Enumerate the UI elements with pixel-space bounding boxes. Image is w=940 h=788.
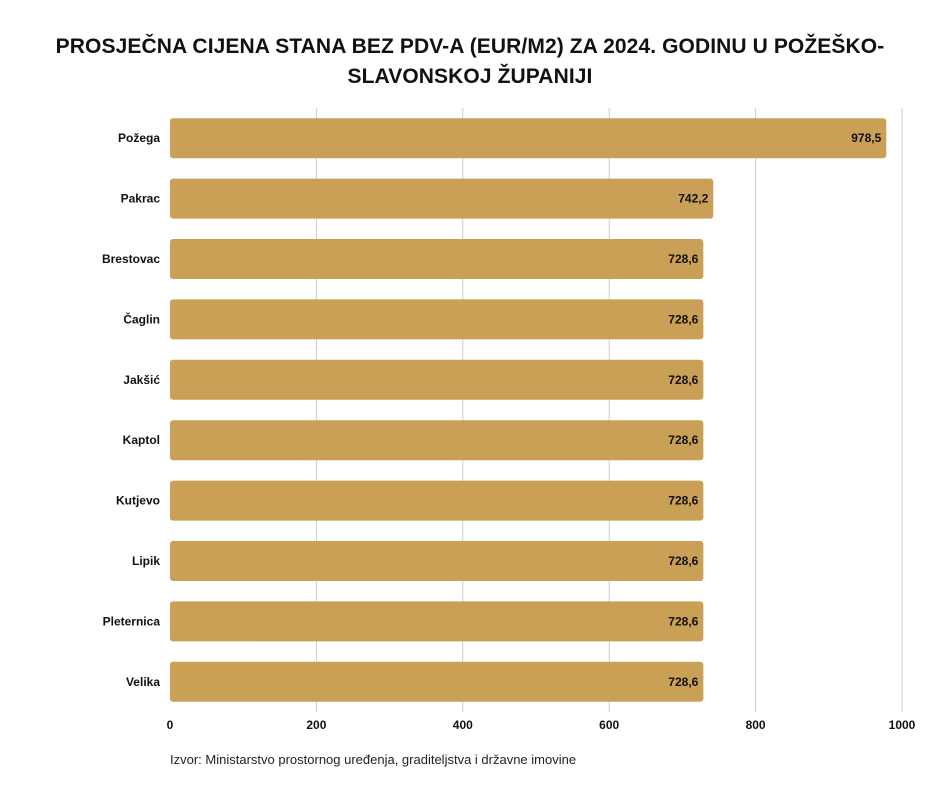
bar-9 <box>170 661 704 702</box>
bar-1 <box>170 178 714 219</box>
category-label: Jakšić <box>123 373 160 387</box>
x-tick-label: 800 <box>746 718 766 732</box>
bars <box>170 118 887 702</box>
bar-2 <box>170 239 704 279</box>
data-label: 728,6 <box>668 252 698 266</box>
category-label: Pleternica <box>103 614 161 628</box>
labels: 0 200 400 600 800 1000 Požega 978,5 Pakrac 742,2 B… <box>102 131 916 732</box>
data-label: 728,6 <box>668 312 698 326</box>
bar-3 <box>170 299 704 340</box>
bar-5 <box>170 420 704 461</box>
category-label: Kaptol <box>123 433 160 447</box>
data-label: 978,5 <box>851 131 881 145</box>
category-label: Pakrac <box>121 192 161 206</box>
category-label: Požega <box>118 131 160 145</box>
category-label: Lipik <box>132 554 160 568</box>
bar-8 <box>170 601 704 642</box>
bar-6 <box>170 480 704 521</box>
bar-0 <box>170 118 887 159</box>
data-label: 728,6 <box>668 614 698 628</box>
category-label: Velika <box>126 675 160 689</box>
category-label: Čaglin <box>123 311 160 326</box>
data-label: 728,6 <box>668 554 698 568</box>
x-tick-label: 600 <box>599 718 619 732</box>
category-label: Kutjevo <box>116 494 160 508</box>
chart-title: PROSJEČNA CIJENA STANA BEZ PDV-A (EUR/M2… <box>55 35 885 88</box>
x-tick-label: 400 <box>453 718 473 732</box>
x-tick-label: 200 <box>306 718 326 732</box>
data-label: 728,6 <box>668 675 698 689</box>
data-label: 728,6 <box>668 494 698 508</box>
category-label: Brestovac <box>102 252 160 266</box>
data-label: 728,6 <box>668 433 698 447</box>
data-label: 742,2 <box>678 192 708 206</box>
data-label: 728,6 <box>668 373 698 387</box>
bar-7 <box>170 541 704 581</box>
bar-4 <box>170 359 704 400</box>
x-tick-label: 0 <box>167 718 174 732</box>
x-tick-label: 1000 <box>889 718 916 732</box>
source-note: Izvor: Ministarstvo prostornog uređenja,… <box>170 752 577 767</box>
